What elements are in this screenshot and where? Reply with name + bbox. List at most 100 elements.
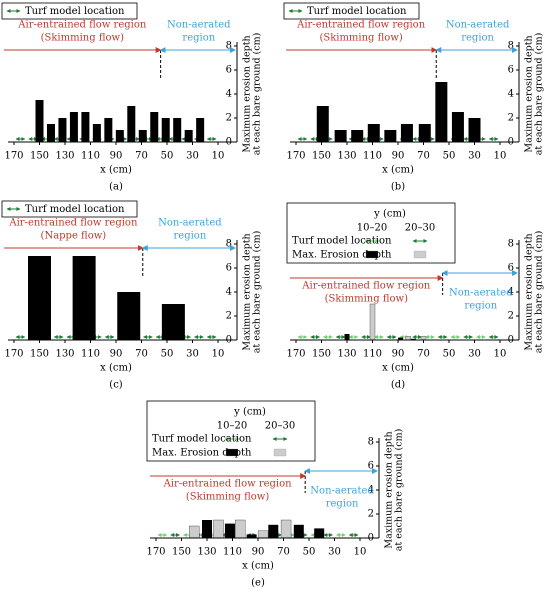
x-tick-label: 110 bbox=[223, 547, 242, 558]
x-tick-label: 170 bbox=[4, 151, 23, 162]
y-tick-label: 6 bbox=[368, 461, 374, 472]
region-label: Non-aerated bbox=[449, 288, 513, 299]
legend-label: Turf model location bbox=[25, 6, 125, 17]
y-axis-label: at each bare ground (cm) bbox=[394, 429, 405, 552]
bar bbox=[468, 118, 481, 142]
panel: 170 150 130 110 90 70 50 30 100 2 4 6 8 x (cm) Maximum… bbox=[146, 400, 405, 589]
region-label: region bbox=[326, 499, 359, 510]
y-tick-label: 8 bbox=[368, 437, 374, 448]
bar bbox=[173, 118, 182, 142]
x-tick-label: 50 bbox=[161, 151, 174, 162]
legend-label: Turf model location bbox=[307, 6, 407, 17]
y-axis-label: at each bare ground (cm) bbox=[252, 33, 263, 156]
region-label: Air-entrained flow region bbox=[8, 218, 138, 229]
region-label: region bbox=[464, 301, 497, 312]
bar bbox=[138, 130, 147, 142]
y-tick-label: 8 bbox=[508, 41, 514, 52]
region-label: Non-aerated bbox=[310, 486, 374, 497]
bar bbox=[268, 524, 279, 538]
x-tick-label: 30 bbox=[186, 349, 199, 360]
panel-label: (d) bbox=[391, 380, 405, 391]
y-tick-label: 2 bbox=[508, 311, 514, 322]
legend-column: 10–20 bbox=[357, 223, 387, 234]
y-tick-label: 2 bbox=[508, 113, 514, 124]
region-label: (Nappe flow) bbox=[41, 231, 107, 242]
x-tick-label: 150 bbox=[312, 151, 331, 162]
x-tick-label: 170 bbox=[146, 547, 165, 558]
bar bbox=[451, 112, 464, 142]
bar bbox=[405, 336, 411, 341]
panel-label: (b) bbox=[391, 182, 405, 193]
bar bbox=[246, 534, 257, 538]
x-tick-label: 70 bbox=[417, 151, 430, 162]
legend-box bbox=[1, 200, 138, 218]
x-tick-label: 10 bbox=[212, 151, 225, 162]
bar bbox=[235, 519, 246, 539]
bar bbox=[384, 130, 397, 142]
x-tick-label: 50 bbox=[443, 349, 456, 360]
bar bbox=[92, 124, 101, 142]
legend-title: y (cm) bbox=[233, 407, 266, 418]
region-label: Non-aerated bbox=[167, 20, 231, 31]
x-tick-label: 90 bbox=[392, 349, 405, 360]
bar bbox=[202, 520, 212, 538]
bar bbox=[69, 112, 78, 142]
y-tick-label: 0 bbox=[226, 335, 232, 346]
region-label: region bbox=[174, 231, 207, 242]
legend-row: Max. Erosion depth bbox=[292, 250, 392, 261]
bar bbox=[189, 525, 200, 539]
x-tick-label: 110 bbox=[81, 349, 100, 360]
x-tick-label: 90 bbox=[110, 151, 123, 162]
region-label: Air-entrained flow region bbox=[17, 20, 147, 31]
region-label: Air-entrained flow region bbox=[301, 281, 431, 292]
legend-swatch bbox=[365, 250, 379, 259]
legend-column: 20–30 bbox=[265, 421, 295, 432]
y-axis-label: at each bare ground (cm) bbox=[252, 231, 263, 354]
x-tick-label: 90 bbox=[110, 349, 123, 360]
y-axis-label: at each bare ground (cm) bbox=[534, 33, 545, 156]
x-tick-label: 130 bbox=[337, 349, 356, 360]
bar bbox=[410, 338, 416, 340]
bar bbox=[398, 337, 404, 340]
x-tick-label: 70 bbox=[277, 547, 290, 558]
y-tick-label: 4 bbox=[508, 287, 514, 298]
y-axis-label: Maximum erosion depth bbox=[524, 233, 535, 350]
x-tick-label: 10 bbox=[354, 547, 367, 558]
bar bbox=[418, 124, 431, 142]
region-label: region bbox=[182, 33, 215, 44]
panel-label: (e) bbox=[251, 578, 265, 589]
y-tick-label: 2 bbox=[368, 509, 374, 520]
x-axis-label: x (cm) bbox=[382, 363, 414, 374]
bar bbox=[28, 256, 51, 340]
region-label: (Skimming flow) bbox=[186, 492, 269, 503]
bar bbox=[369, 303, 376, 341]
x-tick-label: 170 bbox=[4, 349, 23, 360]
bar bbox=[58, 118, 67, 142]
x-tick-label: 70 bbox=[417, 349, 430, 360]
panel: 170 150 130 110 90 70 50 30 100 2 4 6 8 x (cm) Maximum… bbox=[283, 2, 545, 193]
y-tick-label: 2 bbox=[226, 311, 232, 322]
bar bbox=[115, 130, 124, 142]
x-tick-label: 130 bbox=[55, 151, 74, 162]
panel: 170 150 130 110 90 70 50 30 100 2 4 6 8 x (cm) Maximum… bbox=[1, 2, 263, 193]
region-label: (Skimming flow) bbox=[41, 33, 124, 44]
legend-box bbox=[1, 2, 138, 20]
bar bbox=[184, 130, 193, 142]
y-tick-label: 6 bbox=[508, 263, 514, 274]
x-tick-label: 150 bbox=[172, 547, 191, 558]
bar bbox=[420, 336, 427, 341]
y-axis-label: Maximum erosion depth bbox=[384, 431, 395, 548]
y-tick-label: 6 bbox=[226, 263, 232, 274]
x-tick-label: 150 bbox=[30, 349, 49, 360]
bar bbox=[46, 124, 55, 142]
bar bbox=[104, 118, 113, 142]
y-tick-label: 0 bbox=[508, 335, 514, 346]
bar bbox=[314, 528, 325, 538]
y-axis-label: Maximum erosion depth bbox=[242, 35, 253, 152]
x-tick-label: 30 bbox=[186, 151, 199, 162]
y-tick-label: 0 bbox=[368, 533, 374, 544]
bar bbox=[35, 100, 44, 142]
x-tick-label: 170 bbox=[286, 349, 305, 360]
y-axis-label: at each bare ground (cm) bbox=[534, 231, 545, 354]
